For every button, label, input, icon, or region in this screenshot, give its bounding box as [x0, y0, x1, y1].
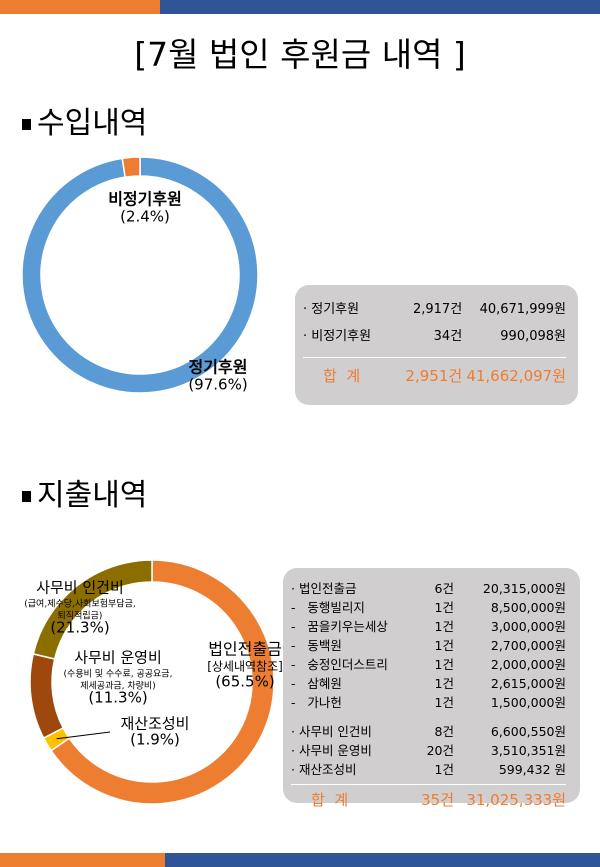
row-amount: 20,315,000원 [482, 581, 566, 596]
row-amount: 1,500,000원 [490, 695, 566, 710]
table-row: · 재산조성비 1건 599,432 원 [291, 759, 566, 778]
donut-slice [50, 559, 275, 805]
row-amount: 990,098원 [500, 329, 566, 344]
row-count: 2,951건 [405, 366, 463, 385]
row-label: - 가나헌 [291, 695, 342, 710]
row-count: 1건 [434, 600, 454, 615]
total-row: 합 계 35건 31,025,333원 [291, 784, 566, 813]
expense-table: · 법인전출금 6건 20,315,000원 - 동행빌리지 1건 8,500,000원 -… [283, 568, 580, 809]
table-row: - 삼혜원 1건 2,615,000원 [291, 673, 566, 692]
row-amount: 6,600,550원 [490, 724, 566, 739]
row-label: · 재산조성비 [291, 762, 357, 777]
top-bar [160, 0, 600, 14]
slice-value-label: (2.4%) [120, 208, 170, 226]
slice-label: 법인전출금 [208, 640, 282, 659]
slice-annotation: [상세내역참조] [207, 660, 283, 674]
slice-value-label: (21.3%) [50, 619, 109, 637]
section-heading: 지출내역 [22, 470, 147, 514]
row-amount: 40,671,999원 [479, 302, 566, 317]
table-row: · 정기후원 2,917건 40,671,999원 [303, 297, 566, 318]
row-count: 1건 [434, 676, 454, 691]
chart-title: 지출내역 [37, 478, 148, 513]
donut-slice [32, 559, 153, 660]
slice-annotation: 퇴직적립금) [58, 610, 103, 622]
row-amount: 2,615,000원 [490, 676, 566, 691]
slice-annotation: 제세공과금, 차량비) [80, 680, 155, 692]
row-amount: 2,700,000원 [490, 638, 566, 653]
row-label: · 사무비 운영비 [291, 743, 372, 758]
row-label: - 삼혜원 [291, 676, 342, 691]
row-count: 34건 [433, 329, 463, 344]
row-count: 2,917건 [412, 302, 463, 317]
row-count: 1건 [434, 657, 454, 672]
row-amount: 3,000,000원 [490, 619, 566, 634]
slice-value-label: (1.9%) [130, 731, 180, 749]
row-label: · 사무비 인건비 [291, 724, 372, 739]
row-count: 35건 [421, 790, 454, 809]
page-title: [7월 법인 후원금 내역 ] [134, 35, 466, 74]
slice-annotation: (급여,제수당,사회보험부담금, [24, 598, 135, 610]
donut-slice [121, 156, 141, 178]
slice-label: 비정기후원 [108, 190, 182, 209]
table-row: - 동백원 1건 2,700,000원 [291, 635, 566, 654]
row-amount: 2,000,000원 [490, 657, 566, 672]
row-count: 1건 [434, 762, 454, 777]
row-count: 1건 [434, 638, 454, 653]
bottom-bar [0, 853, 165, 867]
chart-title: 수입내역 [37, 106, 148, 141]
row-label: · 정기후원 [303, 302, 360, 317]
slice-value-label: (11.3%) [88, 689, 147, 707]
row-label: - 동행빌리지 [291, 600, 365, 615]
row-label: - 숭정인더스트리 [291, 657, 388, 672]
table-row: · 법인전출금 6건 20,315,000원 [291, 578, 566, 597]
row-count: 6건 [434, 581, 454, 596]
slice-label: 사무비 인건비 [36, 579, 124, 597]
row-amount: 31,025,333원 [466, 790, 566, 809]
slice-label: 재산조성비 [120, 715, 189, 733]
table-row: · 사무비 운영비 20건 3,510,351원 [291, 740, 566, 759]
row-label: - 꿈을키우는세상 [291, 619, 388, 634]
table-row: · 비정기후원 34건 990,098원 [303, 324, 566, 345]
row-count: 1건 [434, 695, 454, 710]
slice-label: 사무비 운영비 [74, 649, 162, 667]
table-row: - 숭정인더스트리 1건 2,000,000원 [291, 654, 566, 673]
slice-label: 정기후원 [189, 358, 248, 377]
row-count: 20건 [426, 743, 454, 758]
row-amount: 3,510,351원 [490, 743, 566, 758]
table-row: - 꿈을키우는세상 1건 3,000,000원 [291, 616, 566, 635]
slice-value-label: (97.6%) [188, 376, 247, 394]
row-count: 8건 [434, 724, 454, 739]
leader-line [56, 731, 111, 740]
slice-value-label: (65.5%) [215, 673, 274, 691]
table-row: · 사무비 인건비 8건 6,600,550원 [291, 721, 566, 740]
donut-slice [21, 156, 259, 394]
total-row: 합 계 2,951건 41,662,097원 [303, 357, 566, 392]
row-label: · 법인전출금 [291, 581, 357, 596]
row-label: 합 계 [323, 366, 361, 385]
row-amount: 8,500,000원 [490, 600, 566, 615]
income-table: · 정기후원 2,917건 40,671,999원 · 비정기후원 34건 990,098… [295, 285, 578, 405]
slice-annotation: (수용비 및 수수료, 공공요금, [64, 668, 173, 680]
table-row: - 가나헌 1건 1,500,000원 [291, 692, 566, 711]
donut-slice [29, 652, 65, 740]
bottom-bar [165, 853, 600, 867]
row-amount: 599,432 원 [498, 762, 566, 777]
row-count: 1건 [434, 619, 454, 634]
table-row: - 동행빌리지 1건 8,500,000원 [291, 597, 566, 616]
row-label: · 비정기후원 [303, 329, 372, 344]
row-amount: 41,662,097원 [466, 366, 566, 385]
row-label: 합 계 [311, 790, 349, 809]
row-label: - 동백원 [291, 638, 342, 653]
section-heading: 수입내역 [22, 98, 147, 142]
top-bar [0, 0, 160, 14]
